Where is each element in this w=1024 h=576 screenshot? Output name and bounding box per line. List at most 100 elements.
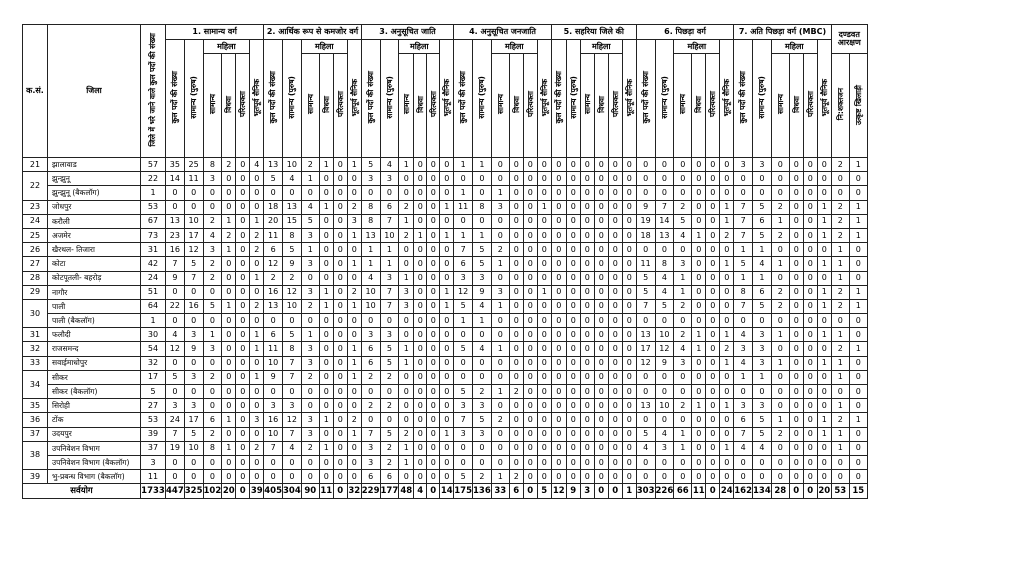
- table-row: 21 झालावाड 57 35 25 8 2 0 4 13 10 2 1 0 1 5 4 1 0 0 0 1 1 0 0 0 0 0…: [22, 156, 868, 173]
- value-cell: 3: [360, 440, 381, 456]
- value-cell: 7: [282, 426, 302, 442]
- value-cell: 0: [490, 426, 510, 442]
- value-cell: 0: [607, 242, 623, 258]
- value-cell: 0: [318, 270, 334, 286]
- value-cell: 57: [140, 156, 166, 173]
- value-cell: 0: [550, 298, 567, 315]
- value-cell: 0: [508, 327, 524, 343]
- value-cell: 3: [453, 398, 473, 414]
- value-cell: 0: [565, 327, 581, 343]
- value-cell: 0: [183, 355, 204, 371]
- pwd-header-line1: दण्डवत आरक्षण: [830, 24, 868, 54]
- value-cell: 0: [802, 171, 818, 187]
- value-cell: 0: [221, 327, 237, 343]
- value-cell: 0: [536, 454, 552, 471]
- value-cell: 0: [536, 256, 552, 272]
- value-cell: 0: [379, 185, 400, 201]
- value-cell: 0: [536, 185, 552, 201]
- value-cell: 0: [654, 171, 675, 187]
- value-cell: 0: [830, 454, 850, 471]
- value-cell: 1: [490, 383, 510, 400]
- value-cell: 5: [379, 341, 400, 357]
- value-cell: 1: [770, 213, 790, 229]
- value-cell: 0: [691, 284, 707, 300]
- value-cell: 0: [221, 398, 237, 414]
- value-cell: 3: [490, 199, 510, 215]
- value-cell: 0: [508, 298, 524, 315]
- value-cell: 0: [635, 171, 656, 187]
- value-cell: 0: [398, 256, 415, 272]
- value-cell: 0: [472, 440, 492, 456]
- value-cell: 0: [621, 355, 637, 371]
- value-cell: 2: [249, 298, 265, 315]
- group-5-women-general-label: सामान्य: [582, 94, 592, 115]
- value-cell: 2: [379, 398, 400, 414]
- district-cell: पाली: [47, 298, 141, 315]
- value-cell: 5: [654, 298, 675, 315]
- value-cell: 1: [848, 412, 868, 428]
- value-cell: 0: [318, 355, 334, 371]
- group-6-total-header: कुल पदों की संख्या: [635, 39, 656, 158]
- value-cell: 0: [705, 185, 721, 201]
- value-cell: 14: [654, 213, 675, 229]
- value-cell: 0: [593, 341, 609, 357]
- group-6-women-widow-header: विधवा: [691, 53, 707, 158]
- value-cell: 0: [550, 185, 567, 201]
- value-cell: 0: [508, 398, 524, 414]
- district-cell: करौली: [47, 213, 141, 229]
- value-cell: 67: [140, 213, 166, 229]
- group-7-gen-male-header: सामान्य (पुरुष): [752, 39, 772, 158]
- value-cell: 16: [263, 284, 283, 300]
- value-cell: 1: [848, 156, 868, 173]
- value-cell: 0: [522, 355, 538, 371]
- value-cell: 0: [426, 185, 441, 201]
- value-cell: 0: [426, 199, 441, 215]
- value-cell: 0: [550, 313, 567, 329]
- table-row: 24 करौली 67 13 10 2 1 0 1 20 15 5 0 0 3 8 7 1 0 0 0 0 0 0 0 0 0 0 0 0…: [22, 213, 868, 229]
- value-cell: 1: [830, 270, 850, 286]
- group-2-women-general-header: सामान्य: [300, 53, 320, 158]
- group-5-women-divorcee-label: परित्यक्ता: [610, 91, 620, 118]
- value-cell: 3: [300, 227, 320, 244]
- value-cell: 0: [691, 256, 707, 272]
- value-cell: 0: [733, 171, 753, 187]
- value-cell: 0: [788, 242, 804, 258]
- value-cell: 0: [550, 341, 567, 357]
- grand-total-cell: 0: [332, 483, 348, 500]
- value-cell: 0: [508, 412, 524, 428]
- value-cell: 3: [202, 242, 223, 258]
- value-cell: 1: [770, 327, 790, 343]
- value-cell: 0: [770, 469, 790, 485]
- value-cell: 0: [654, 469, 675, 485]
- value-cell: 2: [770, 227, 790, 244]
- value-cell: 0: [607, 454, 623, 471]
- value-cell: 0: [536, 398, 552, 414]
- value-cell: 1: [673, 284, 693, 300]
- value-cell: 0: [235, 156, 251, 173]
- value-cell: 0: [165, 454, 185, 471]
- value-cell: 0: [654, 412, 675, 428]
- value-cell: 6: [453, 256, 473, 272]
- value-cell: 0: [607, 412, 623, 428]
- value-cell: 0: [550, 426, 567, 442]
- value-cell: 1: [752, 369, 772, 386]
- value-cell: 0: [426, 355, 441, 371]
- value-cell: 0: [550, 171, 567, 187]
- value-cell: 0: [332, 313, 348, 329]
- value-cell: 0: [788, 313, 804, 329]
- value-cell: 3: [360, 454, 381, 471]
- value-cell: 1: [673, 440, 693, 456]
- value-cell: 0: [318, 327, 334, 343]
- value-cell: 0: [816, 369, 832, 386]
- value-cell: 8: [202, 156, 223, 173]
- table-row: उपनिवेशन विभाग (बैकलॉग) 3 0 0 0 0 0 0 0 0 0 0 0 0 3 2 1 0…: [23, 454, 868, 471]
- value-cell: 0: [472, 355, 492, 371]
- value-cell: 0: [770, 454, 790, 471]
- value-cell: 0: [221, 199, 237, 215]
- value-cell: 0: [522, 227, 538, 244]
- value-cell: 13: [635, 398, 656, 414]
- value-cell: 0: [202, 398, 223, 414]
- value-cell: 2: [300, 440, 320, 456]
- value-cell: 3: [654, 440, 675, 456]
- value-cell: 0: [439, 171, 455, 187]
